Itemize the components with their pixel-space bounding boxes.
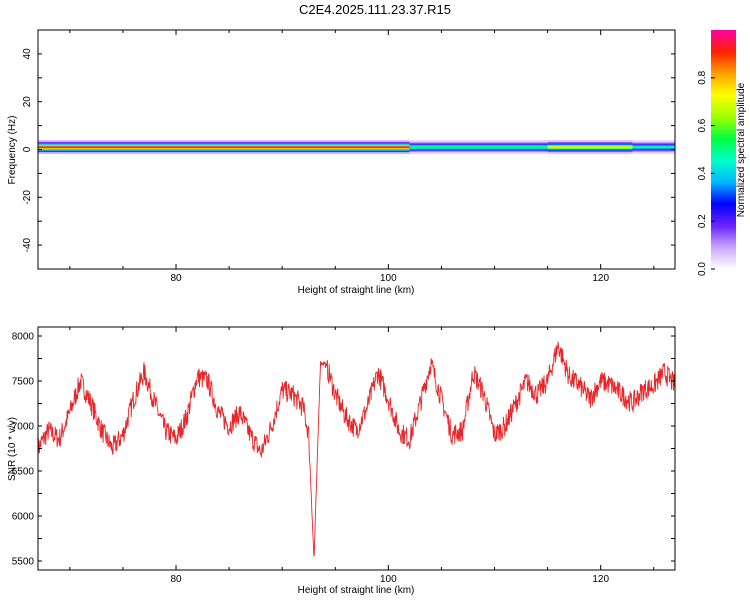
snr-plot-area xyxy=(38,327,675,570)
colorbar-tick-label: 0.2 xyxy=(697,214,708,228)
x-tick-label: 120 xyxy=(592,273,609,284)
x-tick-label: 120 xyxy=(592,574,609,585)
snr-y-ticks: 8000 7500 7000 6500 6000 5500 xyxy=(12,332,675,568)
snr-y-axis-label: SNR (10 * v/v) xyxy=(7,417,18,481)
spectrogram-y-axis-label: Frequency (Hz) xyxy=(7,116,18,185)
spectrogram-y-ticks: 40 20 0 -20 -40 xyxy=(22,29,675,270)
y-tick-label: 6500 xyxy=(12,467,35,478)
snr-x-axis-label: Height of straight line (km) xyxy=(298,585,415,596)
spectrogram-band-cell xyxy=(409,146,548,148)
colorbar-label: Normalized spectral amplitude xyxy=(736,82,747,217)
x-tick-label: 80 xyxy=(170,273,182,284)
y-tick-label: -40 xyxy=(22,237,33,252)
y-tick-label: 6000 xyxy=(12,512,35,523)
snr-series-line xyxy=(37,341,676,557)
colorbar-ticks: 0.0 0.2 0.4 0.6 0.8 xyxy=(697,70,715,276)
colorbar-tick-label: 0.4 xyxy=(697,166,708,180)
colorbar-tick-label: 0.0 xyxy=(697,262,708,276)
y-tick-label: 8000 xyxy=(12,332,35,343)
y-tick-label: 5500 xyxy=(12,557,35,568)
spectrogram-band-cell xyxy=(38,146,410,148)
figure-title: C2E4.2025.111.23.37.R15 xyxy=(299,2,451,17)
x-tick-label: 100 xyxy=(380,574,397,585)
spectrogram-band-cell xyxy=(632,146,675,148)
colorbar: 0.0 0.2 0.4 0.6 0.8 Normalized spectral ampl… xyxy=(697,30,747,276)
x-tick-label: 100 xyxy=(380,273,397,284)
snr-x-ticks: 80 100 120 xyxy=(69,327,655,585)
colorbar-tick-label: 0.8 xyxy=(697,70,708,84)
colorbar-bar xyxy=(711,30,736,269)
y-tick-label: -20 xyxy=(22,190,33,205)
spectrogram-x-axis-label: Height of straight line (km) xyxy=(298,285,415,296)
spectrogram-panel: 80 100 120 40 20 0 -20 -40 Height of straight … xyxy=(7,29,676,296)
y-tick-label: 20 xyxy=(22,96,33,108)
spectrogram-band-cell xyxy=(547,146,633,148)
y-tick-label: 7000 xyxy=(12,422,35,433)
spectrogram-band xyxy=(38,140,675,155)
y-tick-label: 7500 xyxy=(12,377,35,388)
spectrogram-x-ticks: 80 100 120 xyxy=(69,30,655,284)
x-tick-label: 80 xyxy=(170,574,182,585)
snr-panel: 80 100 120 8000 7500 7000 6500 6000 5500 Height… xyxy=(7,326,676,596)
colorbar-tick-label: 0.6 xyxy=(697,118,708,132)
y-tick-label: 0 xyxy=(22,146,33,152)
y-tick-label: 40 xyxy=(22,48,33,60)
